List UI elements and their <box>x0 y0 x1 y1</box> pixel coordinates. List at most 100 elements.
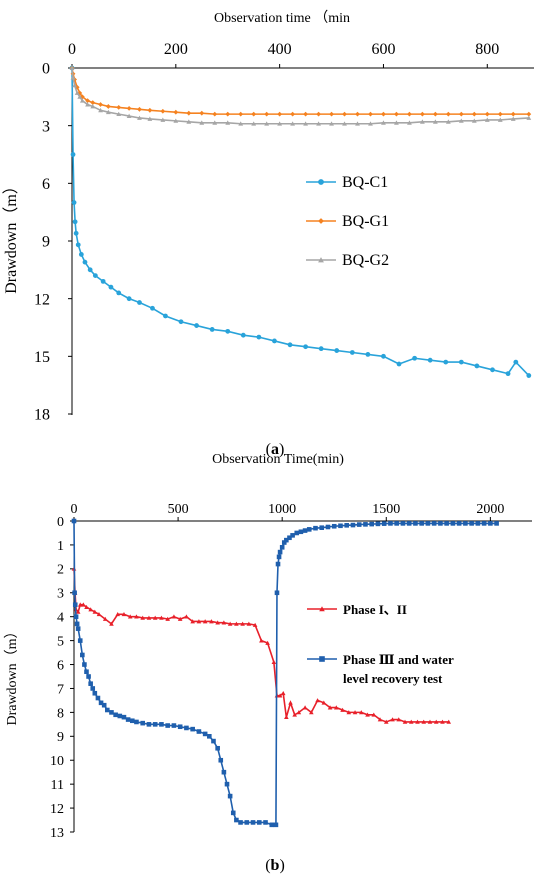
data-point <box>381 353 386 359</box>
chart-a-xlabel: Observation time （min <box>214 10 350 26</box>
data-point <box>365 712 370 717</box>
data-point <box>302 528 308 533</box>
x-tick-label: 0 <box>68 41 76 58</box>
data-point <box>246 621 252 626</box>
series-line-phase-i-ii <box>73 568 449 723</box>
data-point <box>127 614 133 619</box>
data-point <box>173 109 179 115</box>
data-point <box>355 111 360 117</box>
data-point <box>349 350 355 355</box>
data-point <box>134 614 139 619</box>
data-point <box>363 522 368 527</box>
data-point <box>137 115 142 120</box>
y-tick-label: 15 <box>34 349 50 366</box>
data-point <box>273 822 279 828</box>
data-point <box>440 719 445 724</box>
data-point <box>334 348 340 353</box>
y-tick-label: 0 <box>57 515 64 530</box>
data-point <box>265 640 270 645</box>
data-point <box>173 118 179 123</box>
data-point <box>407 111 412 117</box>
data-point <box>225 328 231 334</box>
data-point <box>78 252 84 257</box>
data-point <box>102 616 108 621</box>
data-point <box>488 521 493 526</box>
y-tick-label: 6 <box>57 658 64 673</box>
data-point <box>234 817 239 823</box>
data-point <box>277 111 283 117</box>
data-point <box>371 712 377 717</box>
data-point <box>510 116 516 121</box>
data-point <box>96 612 102 617</box>
data-point <box>215 745 220 751</box>
data-point <box>256 820 262 825</box>
data-point <box>356 522 362 527</box>
chart-a: Observation time （min Drawdown（m） 0 200 40… <box>2 10 534 424</box>
data-point <box>284 714 289 720</box>
data-point <box>224 781 230 787</box>
data-point <box>445 111 451 117</box>
data-point <box>163 313 168 319</box>
data-point <box>146 722 152 727</box>
data-point <box>277 121 283 126</box>
data-point <box>178 319 184 325</box>
data-point <box>408 719 414 724</box>
data-point <box>342 111 347 117</box>
legend-marker <box>318 257 324 263</box>
data-point <box>126 296 132 302</box>
data-point <box>269 822 275 828</box>
data-point <box>92 273 98 278</box>
data-point <box>274 590 280 596</box>
data-point <box>444 521 449 526</box>
data-point <box>250 820 256 825</box>
data-point <box>381 521 387 526</box>
x-tick-label: 0 <box>71 502 78 517</box>
data-point <box>184 725 189 731</box>
legend-marker <box>318 179 324 185</box>
data-point <box>218 757 224 763</box>
data-point <box>340 707 345 712</box>
data-point <box>276 554 282 560</box>
data-point <box>238 820 243 825</box>
data-point <box>225 120 231 125</box>
caption-b-letter: b <box>270 857 280 874</box>
data-point <box>368 111 373 117</box>
caption-b: (b) <box>0 857 550 875</box>
data-point <box>98 102 103 107</box>
series-line-bq-g1 <box>71 67 529 115</box>
data-point <box>369 521 374 527</box>
data-point <box>125 717 131 722</box>
data-point <box>209 619 214 624</box>
data-point <box>292 712 297 717</box>
data-point <box>207 734 212 739</box>
data-point <box>72 219 78 225</box>
data-point <box>458 118 464 123</box>
data-point <box>230 810 236 816</box>
y-tick-label: 13 <box>50 826 64 841</box>
data-point <box>105 707 110 713</box>
data-point <box>377 717 383 722</box>
data-point <box>303 111 308 117</box>
data-point <box>73 230 79 236</box>
data-point <box>199 120 205 125</box>
legend-label: Phase Ⅲ and water level recovery test <box>343 652 454 686</box>
data-point <box>146 615 152 620</box>
data-point <box>334 705 339 710</box>
data-point <box>432 119 438 124</box>
data-point <box>327 705 333 710</box>
data-point <box>497 111 503 117</box>
data-point <box>288 700 293 705</box>
data-point <box>484 117 490 122</box>
data-point <box>413 521 418 526</box>
data-point <box>390 717 395 722</box>
data-point <box>171 723 177 728</box>
data-point <box>92 690 98 696</box>
data-point <box>505 371 511 377</box>
data-point <box>290 533 295 538</box>
data-point <box>165 723 170 728</box>
data-point <box>494 521 499 526</box>
data-point <box>419 111 425 117</box>
data-point <box>471 118 477 123</box>
data-point <box>85 98 90 104</box>
data-point <box>433 719 439 724</box>
